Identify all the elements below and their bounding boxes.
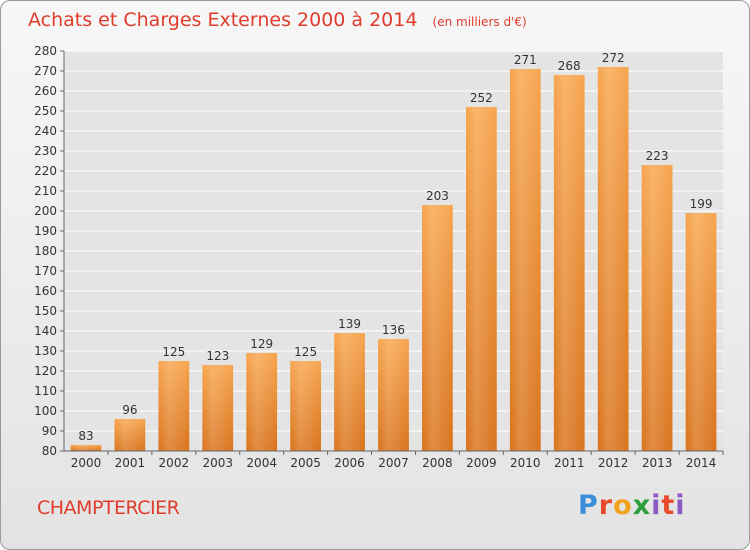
data-label: 123: [206, 349, 229, 363]
y-tick-label: 80: [42, 444, 57, 458]
y-tick-label: 210: [34, 184, 57, 198]
y-tick-label: 120: [34, 364, 57, 378]
x-axis-ticks: 2000 2001 2002 2003 2004 2005 2006 2007 2008 2009…: [63, 51, 724, 470]
y-tick-label: 130: [34, 344, 57, 358]
data-label: 272: [602, 51, 625, 65]
x-tick-label: 2011: [554, 456, 585, 470]
data-label: 129: [250, 337, 273, 351]
y-tick-label: 140: [34, 324, 57, 338]
y-tick-label: 230: [34, 144, 57, 158]
bar-highlight: [597, 67, 629, 451]
data-label: 139: [338, 317, 361, 331]
y-tick-label: 260: [34, 84, 57, 98]
bars-layer: [70, 67, 717, 451]
data-label: 252: [470, 91, 493, 105]
y-tick-label: 240: [34, 124, 57, 138]
x-tick-label: 2007: [378, 456, 409, 470]
bar-highlight: [290, 361, 322, 451]
data-label: 96: [122, 403, 137, 417]
data-label: 268: [558, 59, 581, 73]
y-tick-label: 170: [34, 264, 57, 278]
bar-highlight: [70, 445, 102, 451]
y-tick-label: 200: [34, 204, 57, 218]
bar-highlight: [685, 213, 717, 451]
x-tick-label: 2001: [115, 456, 146, 470]
bar-highlight: [553, 75, 585, 451]
y-tick-label: 150: [34, 304, 57, 318]
x-tick-label: 2010: [510, 456, 541, 470]
x-tick-label: 2000: [71, 456, 102, 470]
data-label: 271: [514, 53, 537, 67]
bar-highlight: [114, 419, 146, 451]
y-tick-label: 90: [42, 424, 57, 438]
y-tick-label: 180: [34, 244, 57, 258]
chart-title-row: Achats et Charges Externes 2000 à 2014 (…: [28, 9, 527, 31]
bar-highlight: [465, 107, 497, 451]
data-label: 203: [426, 189, 449, 203]
y-tick-label: 270: [34, 64, 57, 78]
chart-title: Achats et Charges Externes 2000 à 2014: [28, 9, 418, 31]
bar-highlight: [202, 365, 234, 451]
data-label: 199: [690, 197, 713, 211]
x-tick-label: 2008: [422, 456, 453, 470]
x-tick-label: 2003: [202, 456, 233, 470]
bar-highlight: [422, 205, 453, 451]
bar-highlight: [509, 69, 541, 451]
x-tick-label: 2013: [642, 456, 673, 470]
bar-highlight: [158, 361, 190, 451]
bar-highlight: [334, 333, 365, 451]
x-tick-label: 2004: [246, 456, 277, 470]
data-labels-layer: 83 96 125 123 129 125 139 136 203 252 271 268 272 223…: [78, 51, 712, 443]
y-tick-label: 250: [34, 104, 57, 118]
data-label: 136: [382, 323, 405, 337]
y-tick-label: 190: [34, 224, 57, 238]
x-tick-label: 2002: [159, 456, 190, 470]
x-tick-label: 2006: [334, 456, 365, 470]
bar-highlight: [246, 353, 278, 451]
chart-unit: (en milliers d'€): [432, 15, 527, 29]
data-label: 125: [294, 345, 317, 359]
x-tick-label: 2012: [598, 456, 629, 470]
x-tick-label: 2005: [290, 456, 321, 470]
data-label: 125: [162, 345, 185, 359]
y-axis-ticks: 80 90 100 110 120 130 140 150 160 170 180 190 200 210…: [34, 44, 64, 458]
proxiti-logo[interactable]: Proxiti: [578, 490, 686, 521]
y-tick-label: 100: [34, 404, 57, 418]
x-tick-label: 2009: [466, 456, 497, 470]
commune-name: CHAMPTERCIER: [37, 497, 180, 519]
data-label: 223: [646, 149, 669, 163]
x-tick-label: 2014: [686, 456, 717, 470]
y-tick-label: 110: [34, 384, 57, 398]
bar-highlight: [378, 339, 409, 451]
bar-highlight: [641, 165, 673, 451]
data-label: 83: [78, 429, 93, 443]
y-tick-label: 220: [34, 164, 57, 178]
y-tick-label: 280: [34, 44, 57, 58]
y-tick-label: 160: [34, 284, 57, 298]
